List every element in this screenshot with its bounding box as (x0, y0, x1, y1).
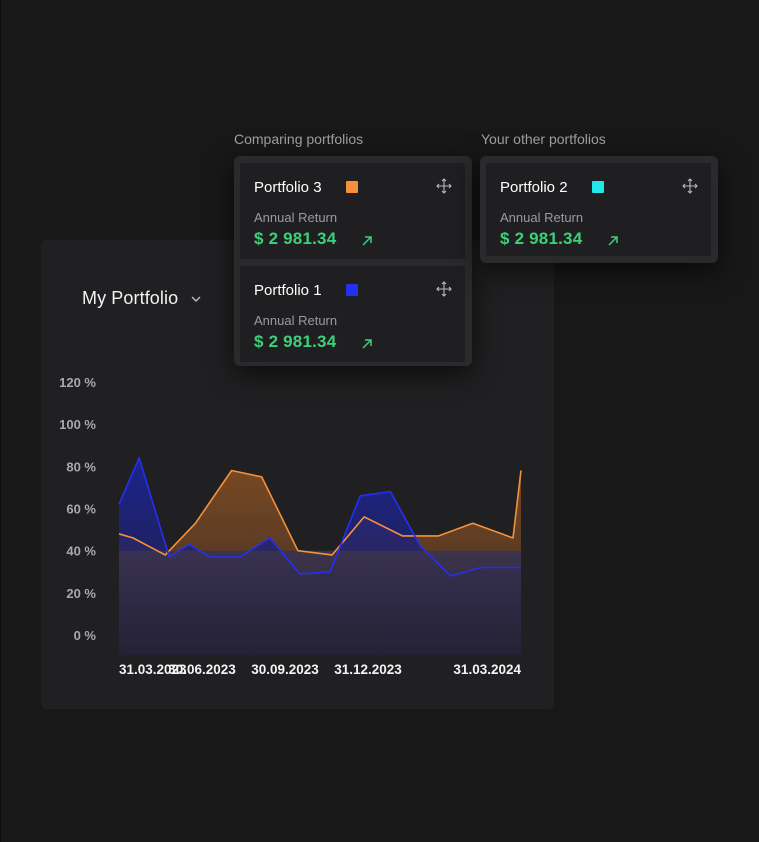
annual-return-label: Annual Return (254, 210, 338, 225)
arrow-up-right-icon (362, 339, 372, 349)
annual-return-label: Annual Return (254, 313, 338, 328)
other-portfolios-label: Your other portfolios (481, 131, 606, 147)
color-swatch (592, 181, 604, 193)
comparing-portfolios-label: Comparing portfolios (234, 131, 364, 147)
tile-name: Portfolio 3 (254, 179, 322, 196)
chart-areas (119, 457, 521, 655)
series-line-portfolio-3 (118, 469, 522, 556)
x-tick-label: 31.03.2023 (119, 662, 187, 677)
y-tick-label: 80 % (66, 459, 96, 474)
arrow-up-right-icon (362, 236, 372, 246)
color-swatch (346, 284, 358, 296)
x-tick-label: 31.03.2024 (453, 662, 521, 677)
annual-return-value: $ 2 981.34 (254, 332, 337, 351)
x-tick-label: 30.06.2023 (168, 662, 236, 677)
y-tick-label: 40 % (66, 544, 96, 559)
move-icon[interactable] (435, 280, 453, 298)
tile-name: Portfolio 1 (254, 282, 322, 299)
chart-lines (118, 457, 522, 577)
annual-return-value: $ 2 981.34 (254, 229, 337, 248)
y-axis: 120 % 100 % 80 % 60 % 40 % 20 % 0 % (59, 375, 96, 643)
y-tick-label: 120 % (59, 375, 96, 390)
move-icon[interactable] (681, 177, 699, 195)
other-portfolios-panel: Portfolio 2 Annual Return $ 2 981.34 (480, 156, 718, 263)
arrow-up-right-icon (608, 236, 618, 246)
portfolio-chart: 120 % 100 % 80 % 60 % 40 % 20 % 0 % 31.03.2023… (59, 375, 522, 677)
color-swatch (346, 181, 358, 193)
portfolio-title: My Portfolio (82, 288, 179, 308)
portfolio-selector[interactable]: My Portfolio (82, 288, 202, 309)
move-icon[interactable] (435, 177, 453, 195)
chevron-down-icon (191, 296, 201, 302)
x-tick-label: 30.09.2023 (251, 662, 319, 677)
tile-name: Portfolio 2 (500, 179, 568, 196)
portfolio-tile-2[interactable]: Portfolio 2 Annual Return $ 2 981.34 (486, 163, 711, 256)
y-tick-label: 20 % (66, 586, 96, 601)
portfolio-tile-1[interactable]: Portfolio 1 Annual Return $ 2 981.34 (240, 266, 465, 362)
comparing-portfolios-panel: Portfolio 3 Annual Return $ 2 981.34 Por… (234, 156, 472, 366)
annual-return-label: Annual Return (500, 210, 584, 225)
portfolio-tile-3[interactable]: Portfolio 3 Annual Return $ 2 981.34 (240, 163, 465, 259)
x-tick-label: 31.12.2023 (334, 662, 402, 677)
series-line-portfolio-1 (118, 457, 521, 577)
y-tick-label: 0 % (74, 628, 97, 643)
series-area-my-portfolio (119, 550, 521, 655)
annual-return-value: $ 2 981.34 (500, 229, 583, 248)
y-tick-label: 60 % (66, 502, 96, 517)
y-tick-label: 100 % (59, 417, 96, 432)
